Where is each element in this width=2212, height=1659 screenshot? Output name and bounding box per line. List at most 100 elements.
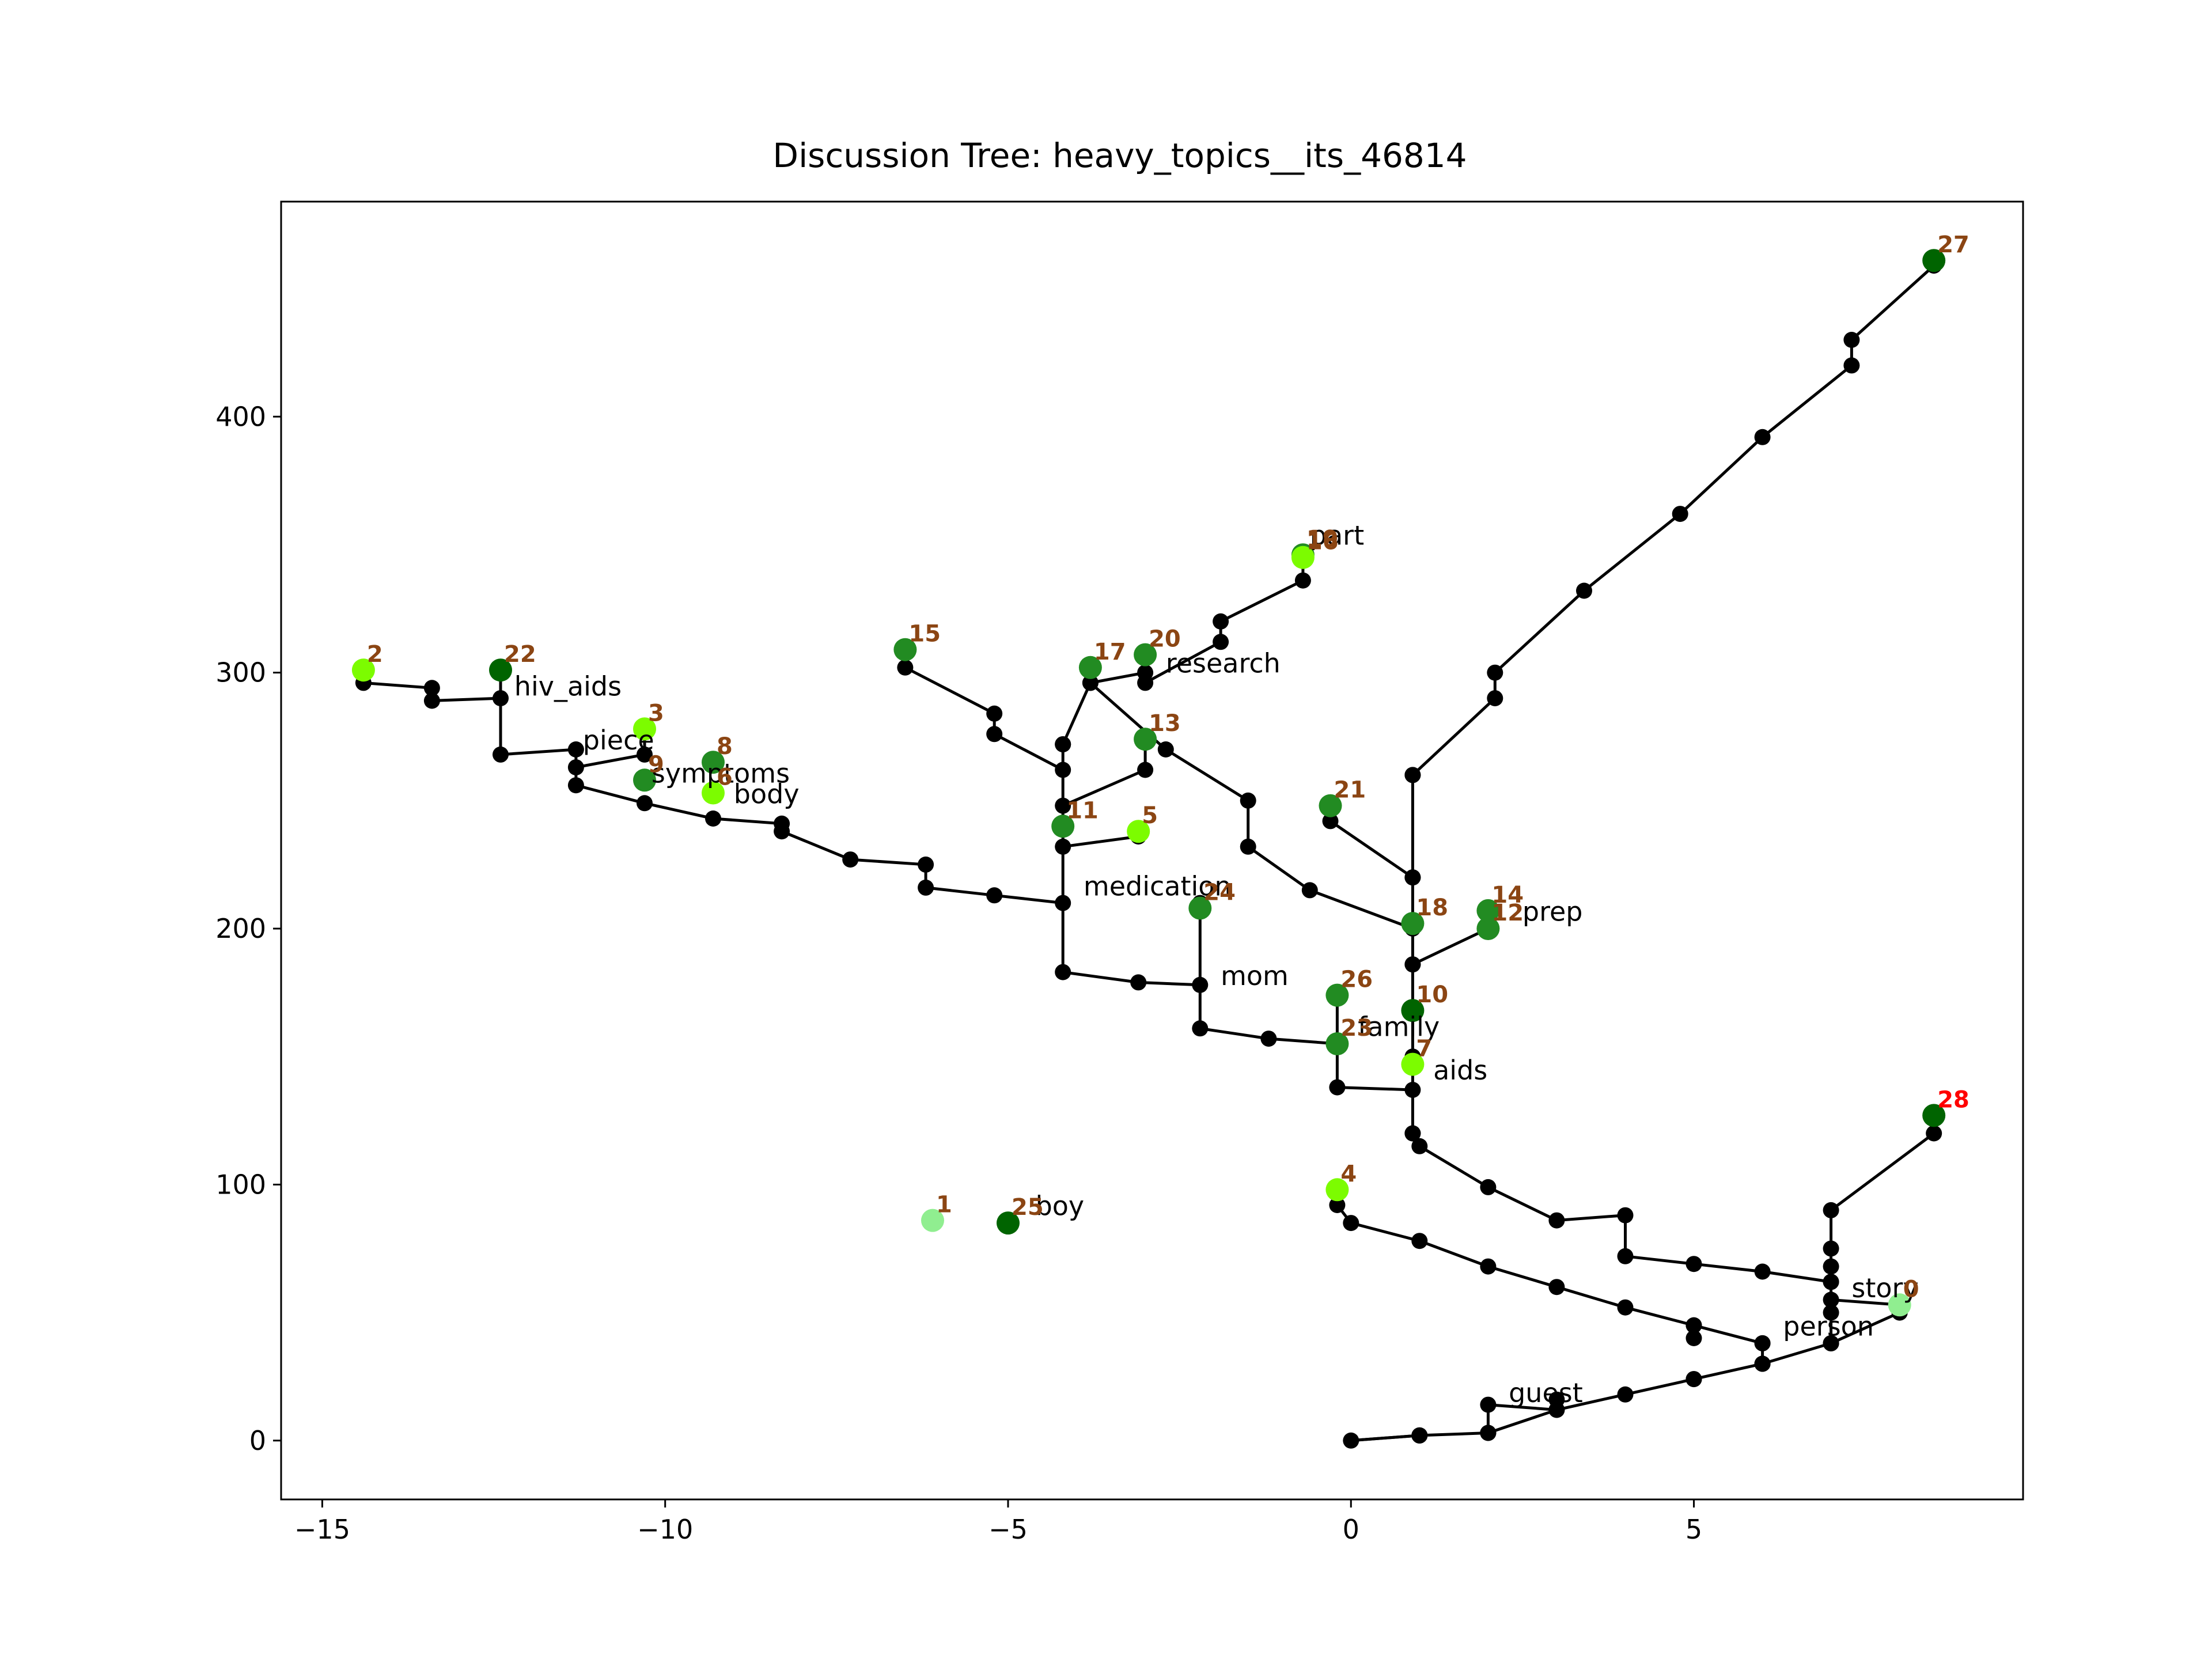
edge-joint-marker [1843,357,1860,374]
edge-joint-marker [1823,1274,1839,1290]
edge-joint-marker [1240,792,1256,809]
node-id-label: 27 [1937,232,1969,258]
node-marker [893,638,917,661]
node-id-label: 0 [1903,1276,1919,1302]
topic-word-label: story [1851,1272,1918,1304]
y-tick-label: 400 [215,401,266,432]
topic-word-label: symptoms [652,758,790,789]
edge-joint-marker [1823,1202,1839,1218]
y-tick-label: 0 [249,1425,266,1456]
tree-edge [1061,744,1200,987]
y-tick-label: 300 [215,657,266,688]
node-id-label: 25 [1012,1194,1044,1221]
edge-joint-marker [705,810,721,827]
edge-joint-marker [1213,613,1229,630]
topic-word-label: body [734,778,800,809]
edge-joint-marker [1617,1207,1634,1224]
y-tick-label: 200 [215,913,266,944]
edge-joint-marker [1411,1138,1428,1154]
edge-joint-marker [1843,332,1860,348]
edge-joint-marker [1404,869,1421,886]
edge-joint-marker [493,690,509,707]
edge-joint-marker [897,659,914,676]
node-id-label: 9 [648,751,664,778]
edge-joint-marker [1411,1233,1428,1249]
edge-joint-marker [1823,1335,1839,1351]
node-id-label: 1 [936,1192,952,1218]
edge-joint-marker [1754,1263,1771,1280]
node-id-label: 17 [1094,639,1126,665]
edge-joint-marker [1404,767,1421,783]
edge-joint-marker [1548,1391,1565,1408]
tree-edge [1412,927,1489,966]
edge-joint-marker [1480,1179,1497,1195]
node-marker [1188,896,1212,920]
edge-joint-marker [1055,762,1071,778]
node-id-label: 5 [1142,802,1158,829]
edge-joint-marker [567,777,584,794]
edge-joint-marker [1055,895,1071,911]
node-marker [1127,820,1150,843]
tree-edge [1351,1434,1420,1442]
edge-joint-marker [637,746,653,763]
edge-joint-marker [1617,1386,1634,1403]
edge-joint-marker [1404,956,1421,973]
node-marker [633,768,656,792]
node-id-label: 14 [1491,882,1524,908]
edge-joint-marker [1480,1258,1497,1275]
edge-joint-marker [1404,1125,1421,1142]
x-tick-label: −5 [988,1514,1028,1545]
edge-joint-marker [1082,675,1099,691]
node-marker [1051,815,1075,838]
topic-word-label: research [1166,648,1281,679]
edge-joint-marker [986,887,1003,904]
y-tick-label: 100 [215,1169,266,1200]
x-tick-label: −15 [294,1514,350,1545]
edge-joint-marker [842,851,859,868]
tree-edge [1062,835,1139,849]
node-marker [1401,999,1425,1022]
edge-joint-marker [493,746,509,763]
node-id-label: 2 [367,641,383,668]
edge-joint-marker [1157,741,1174,757]
edge-joint-marker [1130,974,1147,991]
node-marker [1476,917,1500,940]
edge-joint-marker [567,759,584,776]
node-marker [1401,1052,1425,1076]
edge-joint-marker [1329,1079,1346,1096]
edge-joint-marker [567,741,584,757]
edge-joint-marker [1260,1031,1277,1047]
edge-joint-marker [1754,429,1771,445]
node-marker [1922,249,1946,272]
edge-joint-marker [1240,838,1256,855]
plot-frame [280,200,2024,1501]
edge-joint-marker [1823,1240,1839,1257]
topic-word-label: boy [1036,1191,1085,1222]
node-id-label: 11 [1066,797,1099,824]
edge-joint-marker [637,795,653,812]
tree-edge [1336,1204,1763,1345]
topic-word-label: aids [1433,1055,1487,1086]
edge-joint-marker [1411,1427,1428,1444]
x-tick-label: 0 [1343,1514,1359,1545]
edge-joint-marker [1301,882,1318,899]
edge-joint-marker [1192,976,1209,993]
node-marker [633,717,656,741]
x-tick-label: −10 [637,1514,693,1545]
tree-nodes [351,249,1946,1317]
node-id-label: 15 [908,621,941,647]
edge-joint-marker [918,879,934,896]
node-id-label: 19 [1306,526,1339,552]
topic-word-label: family [1358,1012,1440,1043]
edge-joint-marker [774,815,790,832]
node-marker [1319,794,1342,817]
edge-joint-marker [1192,1020,1209,1037]
edge-joint-marker [1480,1396,1497,1413]
node-id-label: 22 [504,641,536,668]
node-id-label: 4 [1340,1161,1357,1187]
chart-title: Discussion Tree: heavy_topics__its_46814 [772,136,1467,175]
edge-joint-marker [1823,1304,1839,1321]
edge-joint-marker [1213,634,1229,650]
node-id-label: 12 [1491,900,1524,926]
